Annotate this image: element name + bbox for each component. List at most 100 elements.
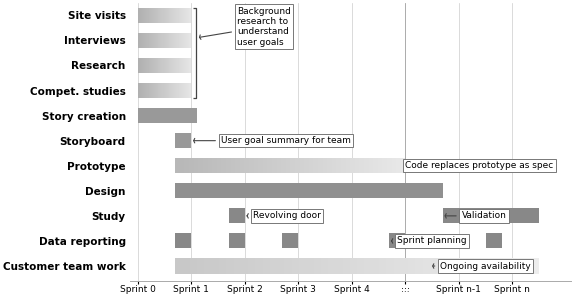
Bar (143, 58, 144, 73)
Bar (510, 258, 517, 274)
Bar (139, 33, 140, 48)
Bar (190, 258, 197, 274)
Bar (188, 33, 189, 48)
Bar (357, 258, 364, 274)
Bar (138, 108, 197, 123)
Text: ...: ... (401, 281, 410, 291)
Bar (142, 8, 144, 23)
Bar (145, 33, 146, 48)
Bar (175, 83, 176, 98)
Bar (466, 258, 474, 274)
Bar (142, 83, 144, 98)
Bar (292, 258, 299, 274)
Bar (350, 158, 355, 173)
Bar (336, 158, 341, 173)
Bar (282, 233, 298, 249)
Bar (187, 33, 188, 48)
Bar (155, 8, 156, 23)
Bar (285, 258, 292, 274)
Bar (168, 33, 169, 48)
Bar (158, 33, 160, 48)
Bar (154, 8, 155, 23)
Bar (307, 258, 313, 274)
Bar (304, 158, 309, 173)
Bar (170, 83, 171, 98)
Bar (183, 58, 184, 73)
Bar (171, 8, 172, 23)
Bar (486, 233, 502, 249)
Bar (146, 58, 148, 73)
Bar (181, 33, 182, 48)
Bar (139, 8, 140, 23)
Bar (164, 58, 165, 73)
Bar (139, 58, 140, 73)
Bar (313, 258, 321, 274)
Bar (157, 83, 158, 98)
Bar (151, 33, 152, 48)
Bar (164, 8, 165, 23)
Bar (162, 83, 164, 98)
Bar (141, 83, 142, 98)
Bar (145, 83, 146, 98)
Bar (183, 83, 184, 98)
Bar (158, 83, 160, 98)
Bar (166, 8, 168, 23)
Bar (152, 8, 153, 23)
Bar (369, 158, 373, 173)
Bar (176, 83, 177, 98)
Bar (422, 258, 430, 274)
Bar (140, 8, 141, 23)
Bar (143, 8, 144, 23)
Bar (150, 83, 151, 98)
Bar (189, 58, 191, 73)
Bar (176, 58, 177, 73)
Bar (170, 58, 171, 73)
Bar (185, 83, 186, 98)
Bar (180, 83, 181, 98)
Bar (142, 33, 144, 48)
Bar (174, 83, 175, 98)
Bar (258, 158, 263, 173)
Bar (175, 183, 443, 198)
Bar (234, 258, 241, 274)
Bar (394, 258, 401, 274)
Bar (175, 33, 176, 48)
Bar (188, 8, 189, 23)
Bar (182, 8, 183, 23)
Bar (151, 58, 152, 73)
Bar (204, 258, 212, 274)
Bar (146, 33, 148, 48)
Bar (277, 158, 281, 173)
Bar (144, 33, 145, 48)
Bar (166, 83, 167, 98)
Bar (382, 158, 387, 173)
Bar (144, 58, 145, 73)
Bar (182, 58, 183, 73)
Bar (299, 258, 307, 274)
Bar (149, 33, 150, 48)
Bar (156, 33, 157, 48)
Bar (148, 83, 149, 98)
Bar (444, 258, 452, 274)
Bar (165, 58, 166, 73)
Bar (171, 58, 172, 73)
Bar (254, 158, 258, 173)
Bar (328, 258, 335, 274)
Bar (372, 258, 379, 274)
Bar (452, 258, 459, 274)
Bar (229, 208, 245, 223)
Bar (140, 58, 141, 73)
Bar (373, 158, 378, 173)
Bar (263, 258, 270, 274)
Bar (165, 33, 166, 48)
Bar (171, 83, 172, 98)
Bar (177, 83, 179, 98)
Bar (152, 58, 153, 73)
Bar (179, 58, 180, 73)
Bar (174, 33, 175, 48)
Bar (364, 158, 369, 173)
Bar (168, 83, 169, 98)
Bar (183, 8, 184, 23)
Bar (145, 8, 146, 23)
Bar (155, 33, 156, 48)
